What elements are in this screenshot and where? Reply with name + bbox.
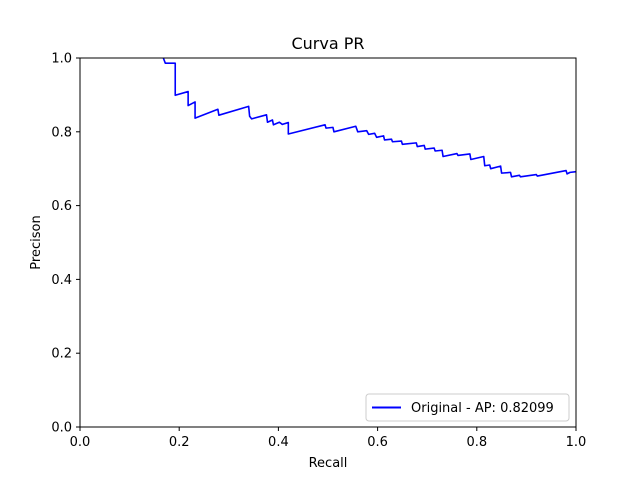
x-tick-label: 0.0: [70, 435, 91, 450]
y-tick-label: 0.8: [51, 125, 72, 140]
y-axis-label: Precison: [29, 215, 44, 269]
y-tick-label: 1.0: [51, 52, 72, 67]
y-tick-label: 0.6: [51, 199, 72, 214]
y-tick-label: 0.0: [51, 421, 72, 436]
series-line-original: [162, 57, 577, 178]
x-tick-label: 0.6: [367, 435, 388, 450]
plot-area: [80, 58, 576, 427]
x-tick-label: 1.0: [566, 435, 587, 450]
legend-box: [365, 393, 570, 422]
chart-title: Curva PR: [291, 34, 364, 53]
legend-entry-label: Original - AP: 0.82099: [411, 401, 554, 416]
y-tick-label: 0.4: [51, 273, 72, 288]
legend: Original - AP: 0.82099: [365, 393, 570, 422]
x-tick-label: 0.8: [466, 435, 487, 450]
x-axis-ticks: 0.0 0.2 0.4 0.6 0.8 1.0: [70, 427, 587, 450]
plot-frame: [79, 57, 577, 428]
x-tick-label: 0.2: [169, 435, 190, 450]
curve-layer: [162, 57, 577, 178]
y-tick-label: 0.2: [51, 347, 72, 362]
x-axis-label: Recall: [309, 456, 348, 471]
y-axis-ticks: 0.0 0.2 0.4 0.6 0.8 1.0: [51, 52, 80, 436]
x-tick-label: 0.4: [268, 435, 289, 450]
